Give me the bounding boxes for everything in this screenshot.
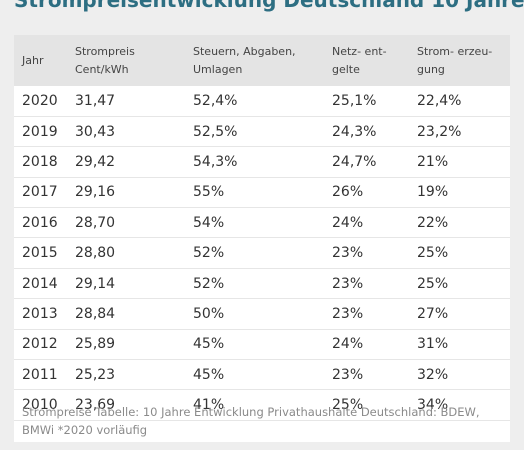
cell-generation: 27% [417, 305, 449, 322]
header-generation: Strom- erzeu- gung [417, 44, 493, 76]
table-row: 2016 28,70 54% 24% 22% [14, 208, 510, 238]
cell-taxes: 45% [193, 366, 225, 383]
cell-price: 28,84 [75, 305, 116, 322]
table-row: 2017 29,16 55% 26% 19% [14, 177, 510, 208]
cell-generation: 21% [417, 153, 449, 170]
cell-year: 2012 [22, 336, 58, 353]
header-price: Strompreis Cent/kWh [75, 44, 135, 76]
cell-year: 2010 [22, 397, 58, 414]
cell-year: 2019 [22, 123, 58, 140]
cell-price: 29,42 [75, 153, 116, 170]
header-year: Jahr [22, 53, 44, 67]
cell-price: 31,47 [75, 92, 116, 109]
table-row: 2013 28,84 50% 23% 27% [14, 299, 510, 330]
cell-year: 2013 [22, 305, 58, 322]
cell-taxes: 55% [193, 184, 225, 201]
table-row: 2020 31,47 52,4% 25,1% 22,4% [14, 86, 510, 117]
cell-price: 29,16 [75, 184, 116, 201]
electricity-price-table: Jahr Strompreis Cent/kWh Steuern, Abgabe… [14, 35, 510, 421]
cell-generation: 19% [417, 184, 449, 201]
cell-generation: 22,4% [417, 92, 462, 109]
cell-price: 28,80 [75, 245, 116, 262]
cell-generation: 25% [417, 245, 449, 262]
cell-taxes: 41% [193, 397, 225, 414]
cell-price: 30,43 [75, 123, 116, 140]
cell-grid-fees: 23% [332, 275, 364, 292]
cell-grid-fees: 24% [332, 214, 364, 231]
cell-taxes: 52,5% [193, 123, 238, 140]
table-caption: Strompreise Tabelle: 10 Jahre Entwicklun… [22, 405, 480, 437]
cell-price: 25,89 [75, 336, 116, 353]
price-table-card: Jahr Strompreis Cent/kWh Steuern, Abgabe… [14, 35, 510, 442]
cell-price: 25,23 [75, 366, 116, 383]
cell-generation: 23,2% [417, 123, 462, 140]
cell-price: 23,69 [75, 397, 116, 414]
cell-taxes: 52% [193, 275, 225, 292]
table-row: 2014 29,14 52% 23% 25% [14, 268, 510, 299]
table-row: 2012 25,89 45% 24% 31% [14, 329, 510, 360]
table-row: 2011 25,23 45% 23% 32% [14, 360, 510, 390]
cell-grid-fees: 25,1% [332, 92, 377, 109]
cell-grid-fees: 23% [332, 366, 364, 383]
cell-price: 29,14 [75, 275, 116, 292]
cell-price: 28,70 [75, 214, 116, 231]
cell-grid-fees: 24,7% [332, 153, 377, 170]
cell-grid-fees: 25% [332, 397, 364, 414]
cell-grid-fees: 24,3% [332, 123, 377, 140]
table-header-row: Jahr Strompreis Cent/kWh Steuern, Abgabe… [14, 35, 510, 86]
table-row: 2010 23,69 41% 25% 34% [14, 390, 510, 421]
cell-year: 2014 [22, 275, 58, 292]
cell-grid-fees: 24% [332, 336, 364, 353]
cell-year: 2016 [22, 214, 58, 231]
cell-year: 2015 [22, 245, 58, 262]
cell-generation: 25% [417, 275, 449, 292]
cell-generation: 22% [417, 214, 449, 231]
cell-generation: 34% [417, 397, 449, 414]
cell-taxes: 52% [193, 245, 225, 262]
cell-taxes: 45% [193, 336, 225, 353]
table-row: 2018 29,42 54,3% 24,7% 21% [14, 147, 510, 178]
header-taxes: Steuern, Abgaben, Umlagen [193, 44, 296, 76]
cell-taxes: 54% [193, 214, 225, 231]
cell-taxes: 50% [193, 305, 225, 322]
cell-taxes: 54,3% [193, 153, 238, 170]
cell-year: 2011 [22, 366, 58, 383]
cell-year: 2017 [22, 184, 58, 201]
cell-generation: 32% [417, 366, 449, 383]
page-title: Strompreisentwicklung Deutschland 10 Jah… [14, 0, 524, 12]
cell-taxes: 52,4% [193, 92, 238, 109]
table-row: 2015 28,80 52% 23% 25% [14, 238, 510, 269]
cell-year: 2018 [22, 153, 58, 170]
cell-generation: 31% [417, 336, 449, 353]
cell-grid-fees: 23% [332, 305, 364, 322]
header-grid-fees: Netz- ent- gelte [332, 44, 387, 76]
cell-grid-fees: 26% [332, 184, 364, 201]
cell-grid-fees: 23% [332, 245, 364, 262]
table-row: 2019 30,43 52,5% 24,3% 23,2% [14, 116, 510, 147]
cell-year: 2020 [22, 92, 58, 109]
